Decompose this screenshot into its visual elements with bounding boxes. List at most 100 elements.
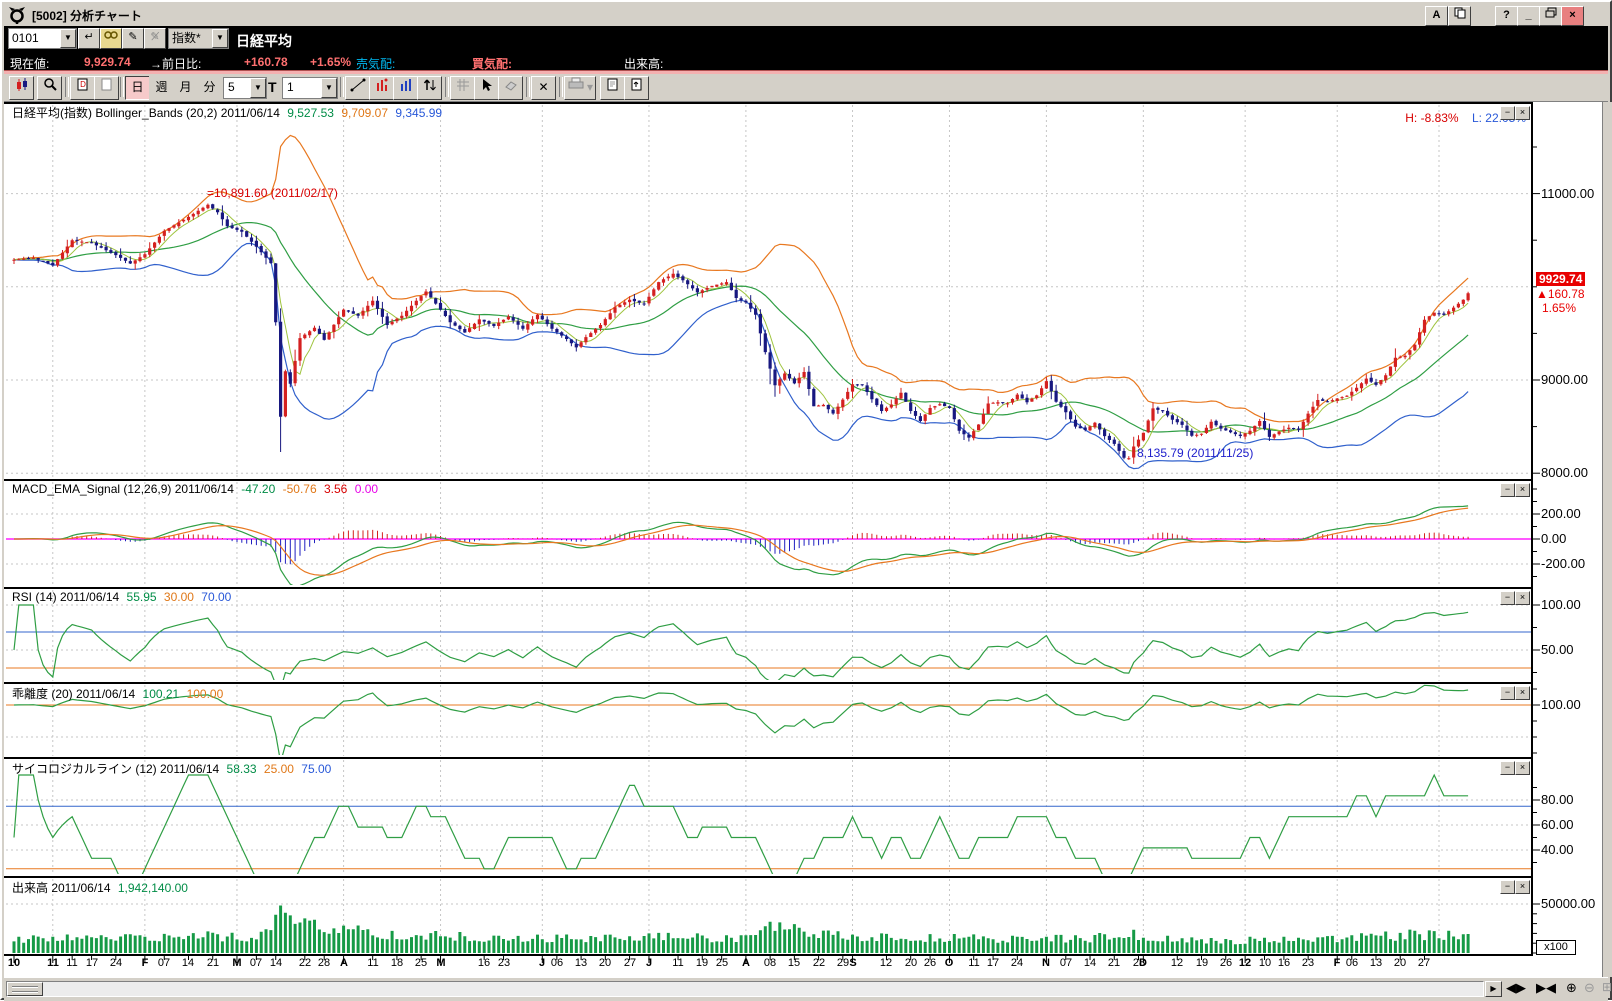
x-axis-label: 24	[1011, 957, 1023, 969]
y-axis-label: 40.00	[1541, 842, 1574, 857]
chart-canvas[interactable]	[4, 102, 1602, 977]
y-axis-label: -200.00	[1541, 556, 1585, 571]
scrollbar-thumb[interactable]	[7, 982, 43, 996]
print-icon[interactable]: ▾	[564, 76, 596, 100]
chevron-down-icon[interactable]: ▼	[60, 29, 76, 48]
t-count-select[interactable]: 1 ▼	[282, 77, 338, 99]
binoculars-icon[interactable]	[100, 28, 122, 49]
panel-minimize-button[interactable]: −	[1500, 106, 1515, 120]
divider	[559, 77, 563, 97]
horizontal-scrollbar[interactable]	[6, 981, 1484, 997]
annotation-text: 10,891.60 (2011/02/17)	[214, 186, 338, 200]
panel-minimize-button[interactable]: −	[1500, 686, 1515, 700]
export-page-icon[interactable]	[624, 76, 649, 100]
symbol-code-value: 0101	[12, 31, 39, 45]
x-axis-label: A	[340, 957, 348, 969]
divider	[526, 77, 530, 97]
count-select[interactable]: 5 ▼	[223, 77, 267, 99]
restore-button[interactable]	[1539, 6, 1562, 26]
x-axis-label: 17	[987, 957, 999, 969]
new-page-icon[interactable]: D	[70, 76, 95, 100]
memo-icon[interactable]: ✎	[122, 28, 144, 49]
panel-minimize-button[interactable]: −	[1500, 880, 1515, 894]
copy-icon[interactable]	[1448, 6, 1471, 26]
period-daily-button[interactable]: 日	[125, 76, 150, 100]
main-chart-header: 日経平均(指数) Bollinger_Bands (20,2) 2011/06/…	[12, 104, 446, 121]
grid-toggle-icon[interactable]: ⊞	[1602, 980, 1612, 994]
x-axis-label: 11	[367, 957, 378, 969]
x-axis-label: 11	[66, 957, 77, 969]
kairi-title: 乖離度 (20) 2011/06/14	[12, 687, 135, 701]
kairi-value: 100.21	[143, 687, 180, 701]
trendline-icon[interactable]	[345, 76, 370, 100]
x-axis-label: 20	[599, 957, 611, 969]
rsi-header: RSI (14) 2011/06/14 55.95 30.00 70.00	[12, 590, 235, 604]
x-axis-label: 11	[968, 957, 979, 969]
x-axis-label: 22	[813, 957, 825, 969]
eraser-icon[interactable]	[498, 76, 523, 100]
select-tool-icon[interactable]	[474, 76, 499, 100]
zoom-in-icon[interactable]: ⊕	[1566, 980, 1577, 996]
no-edit-icon[interactable]: ✎̸	[144, 28, 166, 49]
x-axis-label: 13	[575, 957, 587, 969]
macd-hist-value: 3.56	[324, 482, 347, 496]
x-axis-label: 12	[1239, 957, 1251, 969]
delete-all-icon[interactable]: ✕	[531, 76, 556, 100]
enter-icon[interactable]: ↵	[78, 28, 100, 49]
page-setup-icon[interactable]	[600, 76, 625, 100]
panel-minimize-button[interactable]: −	[1500, 591, 1515, 605]
chevron-down-icon[interactable]: ▼	[321, 78, 337, 98]
close-button[interactable]: ×	[1561, 6, 1584, 26]
candlestick-icon[interactable]	[9, 76, 34, 100]
zoom-out-icon[interactable]: ⊖	[1584, 980, 1595, 996]
x-axis-label: 08	[764, 957, 776, 969]
font-button[interactable]: A	[1425, 6, 1448, 26]
chart-region[interactable]: 日経平均(指数) Bollinger_Bands (20,2) 2011/06/…	[4, 102, 1602, 977]
rsi-low-ref: 30.00	[164, 590, 194, 604]
x-axis-label: 23	[1302, 957, 1314, 969]
sort-arrows-icon[interactable]	[417, 76, 442, 100]
panel-close-button[interactable]: ×	[1515, 761, 1530, 775]
title-bar: [5002] 分析チャート A ? _ ×	[4, 4, 1608, 27]
red-histogram-icon[interactable]	[369, 76, 394, 100]
rsi-title: RSI (14) 2011/06/14	[12, 590, 119, 604]
x-axis-label: F	[1334, 957, 1341, 969]
current-price-badge: 9929.74	[1536, 272, 1585, 286]
x-axis-label: 25	[415, 957, 427, 969]
panel-close-button[interactable]: ×	[1515, 880, 1530, 894]
symbol-code-input[interactable]: 0101 ▼	[8, 28, 77, 49]
panel-minimize-button[interactable]: −	[1500, 483, 1515, 497]
scroll-right-icon[interactable]: ▶	[1485, 981, 1502, 997]
period-monthly-button[interactable]: 月	[173, 76, 198, 100]
period-minute-button[interactable]: 分	[197, 76, 222, 100]
panel-minimize-button[interactable]: −	[1500, 761, 1515, 775]
x-axis-label: 29	[837, 957, 849, 969]
blue-histogram-icon[interactable]	[393, 76, 418, 100]
symbol-type-select[interactable]: 指数* ▼	[168, 28, 229, 49]
help-button[interactable]: ?	[1495, 6, 1518, 26]
period-weekly-button[interactable]: 週	[149, 76, 174, 100]
high-low-readout: H: -8.83% L: 22.05%	[1334, 111, 1526, 125]
x-axis-label: 18	[391, 957, 403, 969]
chevron-down-icon[interactable]: ▼	[250, 78, 266, 98]
chevron-down-icon[interactable]: ▼	[212, 29, 228, 48]
minimize-button[interactable]: _	[1517, 6, 1540, 26]
compress-horizontal-icon[interactable]: ▶◀	[1536, 980, 1556, 996]
panel-close-button[interactable]: ×	[1515, 591, 1530, 605]
remove-page-icon[interactable]	[94, 76, 119, 100]
panel-close-button[interactable]: ×	[1515, 686, 1530, 700]
x-axis-label: 14	[1084, 957, 1096, 969]
x-axis-label: 13	[1370, 957, 1382, 969]
panel-close-button[interactable]: ×	[1515, 483, 1530, 497]
zoom-icon[interactable]	[37, 76, 62, 100]
y-axis-label: 80.00	[1541, 792, 1574, 807]
panel-close-button[interactable]: ×	[1515, 106, 1530, 120]
x-axis-label: 16	[1278, 957, 1290, 969]
x-axis-label: 07	[250, 957, 262, 969]
expand-horizontal-icon[interactable]: ◀▶	[1506, 980, 1526, 996]
x-axis-label: 17	[86, 957, 98, 969]
grid-icon[interactable]	[450, 76, 475, 100]
x-axis-label: 23	[498, 957, 510, 969]
high-pct: H: -8.83%	[1405, 111, 1458, 125]
